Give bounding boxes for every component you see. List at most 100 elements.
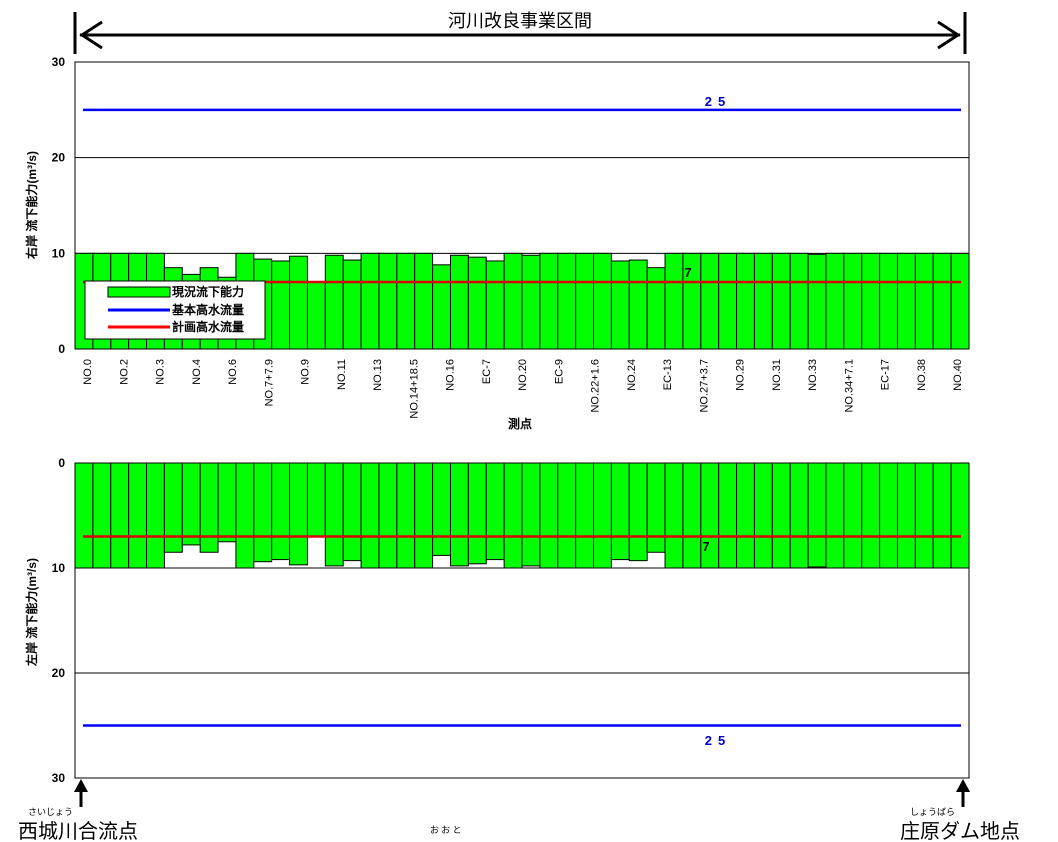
- x-tick-label: NO.34+7.1: [843, 359, 855, 413]
- x-tick-label: NO.29: [735, 359, 747, 391]
- capacity-bar: [396, 252, 416, 350]
- x-tick-label: NO.7+7.9: [263, 359, 275, 406]
- capacity-bar: [843, 462, 863, 569]
- capacity-bar: [539, 252, 559, 350]
- right-bank-x-ticks: NO.0 NO.2 NO.3 NO.4 NO.6 NO.7+7.9 NO.9 NO.11 NO.…: [82, 359, 964, 419]
- capacity-bar: [861, 462, 881, 569]
- capacity-bar: [664, 252, 684, 350]
- endpoint-right-arrow-head: [956, 779, 970, 792]
- x-tick-label: NO.6: [227, 359, 239, 385]
- left-bank-plan-flow-label: 7: [702, 539, 709, 554]
- capacity-bar: [271, 462, 291, 561]
- x-tick-label: NO.3: [155, 359, 167, 385]
- capacity-bar: [485, 462, 505, 561]
- capacity-bar: [449, 254, 469, 350]
- capacity-bar: [146, 462, 165, 569]
- x-tick-label: NO.9: [300, 359, 312, 385]
- capacity-bar: [646, 462, 666, 553]
- capacity-bar: [128, 462, 148, 569]
- capacity-bar: [557, 252, 577, 350]
- right-bank-plan-flow-label: 7: [684, 265, 691, 280]
- capacity-bar: [449, 462, 469, 567]
- x-tick-label: NO.31: [771, 359, 783, 391]
- capacity-bar: [360, 252, 380, 350]
- capacity-bar: [861, 252, 881, 350]
- capacity-bar: [575, 252, 595, 350]
- capacity-bar: [807, 462, 827, 568]
- capacity-bar: [467, 462, 487, 565]
- x-tick-label: NO.40: [952, 359, 964, 391]
- endpoint-left-arrow-head: [74, 779, 88, 792]
- capacity-bar: [467, 256, 487, 350]
- capacity-bar: [199, 462, 219, 553]
- x-tick-label: EC-9: [553, 359, 565, 384]
- capacity-bar: [342, 462, 362, 562]
- legend-bar-swatch: [107, 286, 171, 298]
- capacity-bar: [110, 462, 130, 569]
- section-label: 河川改良事業区間: [448, 11, 592, 31]
- right-bank-y-axis-title: 右岸 流下能力(m³/s): [24, 151, 39, 260]
- left-bank-chart: 0 10 20 30 左岸 流下能力(m³/s) 25 7: [24, 456, 970, 785]
- x-tick-label: NO.24: [626, 359, 638, 391]
- capacity-bar: [879, 462, 898, 569]
- capacity-bar: [718, 462, 738, 569]
- capacity-bar: [378, 462, 398, 569]
- y-tick-label: 0: [58, 342, 65, 356]
- y-tick-label: 10: [52, 561, 66, 575]
- section-arrow-left-head: [79, 20, 103, 50]
- capacity-bar: [753, 252, 773, 350]
- legend-label-plan: 計画高水流量: [172, 319, 244, 334]
- x-tick-label: NO.27+3.7: [698, 359, 710, 413]
- capacity-bar: [700, 252, 720, 350]
- capacity-bar: [682, 462, 702, 569]
- capacity-bar: [646, 267, 666, 350]
- capacity-bar: [610, 260, 630, 350]
- capacity-bar: [932, 252, 952, 350]
- capacity-bar: [163, 462, 183, 553]
- capacity-bar: [235, 462, 255, 569]
- capacity-bar: [771, 462, 791, 569]
- capacity-bar: [181, 462, 201, 546]
- left-bank-lines: [83, 535, 961, 727]
- section-range: 河川改良事業区間: [73, 11, 967, 54]
- capacity-bar: [628, 462, 648, 562]
- endpoint-left: さいじょう 西城川合流点: [18, 779, 138, 842]
- x-tick-label: NO.22+1.6: [590, 359, 602, 413]
- y-tick-label: 30: [52, 771, 66, 785]
- capacity-bar: [771, 252, 791, 350]
- capacity-bar: [324, 462, 344, 567]
- capacity-bar: [217, 462, 237, 543]
- capacity-bar: [503, 252, 523, 350]
- capacity-bar: [914, 252, 934, 350]
- capacity-bar: [253, 462, 273, 563]
- footer-text: お お と: [430, 825, 462, 835]
- capacity-bar: [92, 462, 112, 569]
- x-tick-label: NO.0: [82, 359, 94, 385]
- capacity-bar: [306, 462, 326, 537]
- y-tick-label: 10: [52, 246, 66, 260]
- capacity-bar: [521, 462, 541, 567]
- capacity-bar: [74, 462, 94, 569]
- left-bank-y-axis-title: 左岸 流下能力(m³/s): [24, 558, 39, 667]
- capacity-bar: [843, 252, 863, 350]
- capacity-bar: [521, 254, 541, 350]
- endpoint-right-label: 庄原ダム地点: [900, 820, 1020, 842]
- capacity-bar: [896, 252, 916, 350]
- x-tick-label: NO.2: [118, 359, 130, 385]
- capacity-bar: [825, 252, 845, 350]
- legend-label-basic: 基本高水流量: [171, 302, 244, 317]
- capacity-bar: [414, 252, 434, 350]
- capacity-bar: [485, 260, 505, 350]
- capacity-bar: [736, 462, 755, 569]
- capacity-bar: [575, 462, 595, 569]
- capacity-bar: [539, 462, 559, 569]
- capacity-bar: [342, 259, 362, 350]
- capacity-bar: [414, 462, 434, 569]
- endpoint-right-furigana: しょうばら: [910, 807, 955, 817]
- capacity-bar: [932, 462, 952, 569]
- y-tick-label: 20: [52, 666, 66, 680]
- capacity-bar: [825, 462, 845, 569]
- capacity-bar: [360, 462, 380, 569]
- capacity-bar: [271, 260, 291, 350]
- capacity-bar: [736, 252, 755, 350]
